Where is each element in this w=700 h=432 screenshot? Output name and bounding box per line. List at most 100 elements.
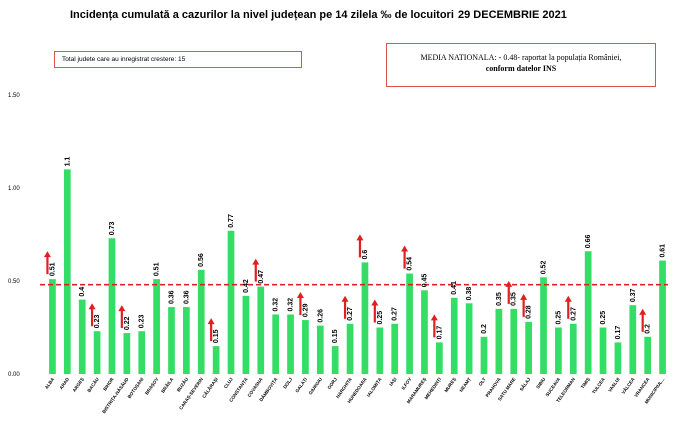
value-label: 0.25 (377, 311, 384, 325)
bar (197, 269, 205, 374)
value-label: 0.51 (154, 262, 161, 276)
bar (138, 331, 146, 374)
value-label: 0.35 (511, 292, 518, 306)
category-label: GALAȚI (294, 377, 308, 394)
category-label: BOTOȘANI (127, 377, 146, 400)
bar (644, 336, 652, 374)
increase-arrow-head (88, 303, 96, 310)
value-label: 0.6 (362, 250, 369, 260)
value-label: 0.56 (198, 253, 205, 267)
bar (302, 320, 309, 374)
category-label: BIHOR (102, 376, 115, 392)
bar (331, 346, 339, 374)
increase-arrow-head (430, 314, 438, 321)
national-average-box: MEDIA NATIONALA: - 0.48- raportat la pop… (386, 43, 656, 87)
value-label: 0.28 (526, 305, 533, 319)
bar (212, 346, 220, 374)
bar (391, 323, 399, 374)
y-axis: 0.00 0.50 1.00 1.50 (8, 93, 20, 378)
bar (584, 251, 592, 374)
national-average-line2: conform datelor INS (485, 64, 557, 73)
category-label: SĂLAJ (518, 376, 532, 392)
bar (435, 342, 443, 374)
value-label: 1.1 (64, 157, 71, 167)
category-label: ILFOV (401, 376, 413, 391)
bar (614, 342, 622, 374)
category-label: TIMIȘ (580, 377, 592, 390)
category-label: BACĂU (85, 376, 100, 394)
value-label: 0.23 (94, 314, 101, 328)
value-label: 0.15 (332, 329, 339, 343)
value-label: 0.17 (615, 326, 622, 340)
bar (183, 307, 190, 374)
value-label: 0.22 (124, 316, 131, 330)
value-label: 0.32 (288, 298, 295, 312)
bar (108, 238, 116, 374)
bar (569, 323, 577, 374)
category-label: SIBIU (535, 376, 547, 389)
value-label: 0.37 (630, 288, 637, 302)
category-label: ALBA (44, 376, 56, 390)
bar (629, 305, 637, 374)
value-label: 0.42 (243, 279, 250, 293)
category-label: CLUJ (223, 376, 234, 389)
chart-title: Incidența cumulată a cazurilor la nivel … (70, 9, 454, 21)
increase-arrow-head (356, 234, 364, 241)
value-labels-group: 0.51 1.1 0.4 0.23 0.73 0.22 0.23 0.51 0.36 0.36 0.… (49, 157, 666, 344)
value-label: 0.52 (541, 261, 548, 275)
bar (525, 321, 532, 374)
bar (242, 295, 250, 374)
bar (78, 299, 86, 374)
bar (93, 331, 101, 374)
value-label: 0.61 (660, 244, 667, 258)
value-label: 0.66 (585, 235, 592, 249)
value-label: 0.2 (645, 324, 652, 334)
value-label: 0.29 (302, 303, 309, 317)
y-tick-label: 1.00 (8, 186, 20, 192)
bar (510, 308, 518, 374)
increase-arrow-head (371, 299, 379, 306)
value-label: 0.51 (49, 262, 56, 276)
value-label: 0.36 (168, 290, 175, 304)
increase-arrow-head (207, 318, 215, 325)
value-label: 0.15 (213, 329, 220, 343)
value-label: 0.35 (496, 292, 503, 306)
bar (346, 323, 354, 374)
bar (555, 327, 562, 374)
increase-arrow-head (43, 251, 51, 258)
y-tick-label: 0.50 (8, 279, 20, 285)
value-label: 0.41 (451, 281, 458, 295)
category-label: ARAD (58, 376, 70, 390)
bar (153, 279, 160, 374)
category-label: TULCEA (591, 376, 606, 395)
value-label: 0.17 (436, 326, 443, 340)
increase-arrow-head (639, 308, 647, 315)
increase-arrow-head (118, 305, 126, 312)
bar (659, 260, 666, 374)
category-label: VASLUI (607, 377, 621, 393)
y-tick-label: 0.00 (8, 372, 20, 378)
increase-arrow-head (252, 258, 260, 265)
increase-arrow-head (505, 280, 513, 287)
bar (465, 303, 473, 374)
increase-arrow-head (401, 245, 409, 252)
bar (406, 273, 413, 374)
value-label: 0.25 (555, 311, 562, 325)
value-label: 0.27 (392, 307, 399, 321)
bar (316, 325, 324, 374)
bars-group (49, 169, 666, 374)
bar (168, 307, 175, 374)
value-label: 0.36 (183, 290, 190, 304)
value-label: 0.73 (109, 221, 116, 235)
y-tick-label: 1.50 (8, 93, 20, 99)
bar (287, 314, 294, 374)
increase-count-box: Total judete care au inregistrat crester… (54, 51, 302, 68)
category-label: OLT (478, 377, 487, 387)
value-label: 0.26 (317, 309, 324, 323)
value-label: 0.23 (139, 314, 146, 328)
increase-arrow-head (564, 295, 572, 302)
value-label: 0.32 (273, 298, 280, 312)
category-label: VÂLCEA (620, 376, 636, 395)
increase-arrow-head (341, 295, 349, 302)
